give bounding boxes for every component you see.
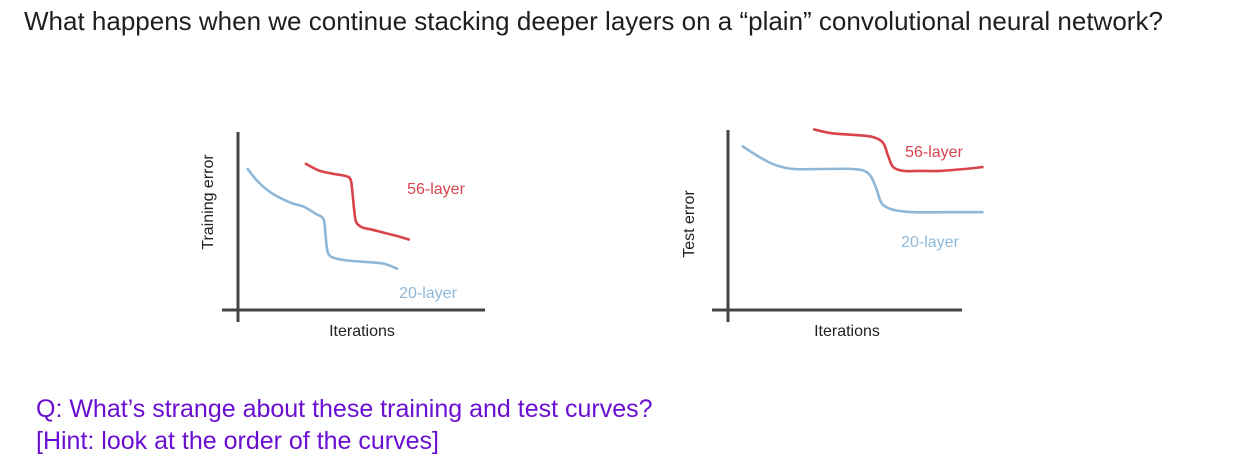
test-error-chart: Test error Iterations 56-layer 20-layer [681,128,984,340]
slide-title: What happens when we continue stacking d… [24,6,1163,36]
train-series-56-layer-line [304,162,410,241]
hint-text: [Hint: look at the order of the curves] [36,427,439,455]
train-series-20-layer-line [246,167,399,270]
training-error-chart: Training error Iterations 56-layer 20-layer [200,132,485,340]
train-legend-20-layer: 20-layer [399,285,457,302]
test-y-axis-label: Test error [681,190,698,258]
test-series-20-layer-line [741,145,984,214]
train-y-axis-label: Training error [200,154,217,250]
question-text: Q: What’s strange about these training a… [36,395,653,423]
train-legend-56-layer: 56-layer [407,181,465,198]
test-legend-20-layer: 20-layer [901,234,959,251]
test-x-axis-label: Iterations [814,323,880,340]
train-x-axis-label: Iterations [329,323,395,340]
question-block: Q: What’s strange about these training a… [36,393,653,457]
test-legend-56-layer: 56-layer [905,144,963,161]
test-series-56-layer-line [812,128,984,173]
